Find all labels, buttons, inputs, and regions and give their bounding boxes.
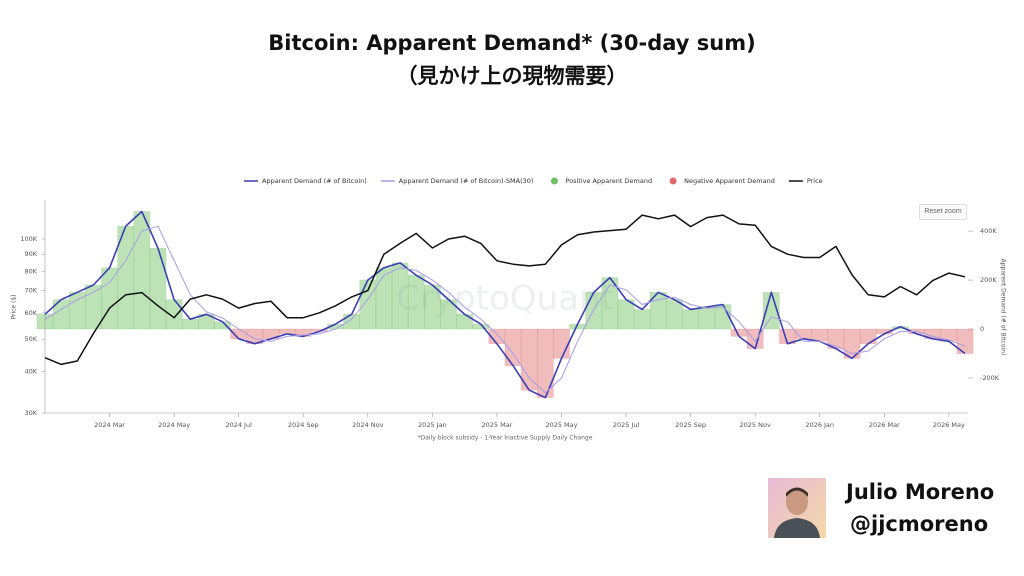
series-line: [44, 214, 966, 366]
x-tick-label: 2024 Jul: [225, 421, 252, 429]
positive-bar: [682, 309, 699, 330]
x-tick-label: 2025 May: [545, 421, 577, 429]
negative-bar: [553, 328, 570, 359]
y-tick-label: 80K: [24, 267, 37, 275]
y-tick-label: 70K: [24, 287, 37, 295]
positive-bar: [633, 309, 651, 330]
x-tick-label: 2024 Mar: [94, 421, 125, 429]
x-tick-label: 2024 Sep: [288, 421, 319, 429]
author-name: Julio Moreno: [846, 480, 995, 504]
y-tick-label: 90K: [24, 250, 37, 258]
positive-bar: [375, 267, 393, 330]
positive-bar: [181, 318, 199, 330]
series-line: [44, 225, 966, 394]
x-tick-label: 2026 Mar: [869, 421, 900, 429]
y2-tick-label: 200K: [980, 276, 997, 284]
negative-bar: [859, 328, 877, 344]
x-tick-label: 2024 Nov: [352, 421, 383, 429]
legend-label: Apparent Demand (# of Bitcoin): [262, 177, 367, 185]
legend-label: Negative Apparent Demand: [684, 177, 775, 185]
series-line: [44, 210, 966, 399]
positive-bar: [585, 292, 603, 330]
positive-bar: [359, 279, 377, 330]
positive-bar: [456, 314, 473, 330]
x-tick-label: 2025 Jan: [418, 421, 447, 429]
x-tick-label: 2025 Mar: [481, 421, 512, 429]
y-tick-label: 30K: [24, 409, 37, 417]
y2-tick-label: 400K: [980, 227, 997, 235]
positive-bar: [85, 284, 102, 330]
y-tick-label: 60K: [24, 309, 37, 317]
legend-label: Apparent Demand (# of Bitcoin)-SMA(30): [399, 177, 534, 185]
y2-tick-label: 0: [980, 325, 984, 333]
positive-bar: [343, 314, 360, 330]
positive-bar: [149, 247, 167, 330]
x-tick-label: 2025 Jul: [613, 421, 640, 429]
author: Julio Moreno @jjcmoreno: [768, 478, 1024, 540]
author-handle: @jjcmoreno: [850, 512, 989, 536]
y2-tick-label: -200K: [980, 374, 1000, 382]
author-photo: [768, 478, 826, 538]
positive-bar: [391, 262, 409, 330]
positive-bar: [617, 299, 635, 330]
x-tick-label: 2026 May: [933, 421, 965, 429]
x-tick-label: 2026 Jan: [805, 421, 834, 429]
legend-label: Price: [807, 177, 823, 185]
positive-bar: [424, 284, 441, 330]
chart-title: Bitcoin: Apparent Demand* (30-day sum): [268, 31, 755, 55]
legend-label: Positive Apparent Demand: [565, 177, 652, 185]
positive-bar: [698, 306, 716, 330]
positive-bar: [68, 292, 86, 330]
x-tick-label: 2025 Sep: [675, 421, 706, 429]
x-tick-label: 2024 May: [158, 421, 190, 429]
y-tick-label: 100K: [20, 235, 37, 243]
reset-zoom-button[interactable]: Reset zoom: [919, 204, 967, 220]
chart-subtitle: （見かけ上の現物需要）: [397, 64, 628, 88]
legend-swatch: [669, 177, 677, 185]
y2-axis-label: Apparent Demand (# of Bitcoin): [1000, 259, 1007, 356]
negative-bar: [940, 328, 958, 342]
chart: Bitcoin: Apparent Demand* (30-day sum) （…: [11, 31, 1007, 442]
positive-bar: [36, 314, 54, 330]
y-tick-label: 40K: [24, 367, 37, 375]
positive-bar: [666, 299, 683, 330]
x-tick-label: 2025 Nov: [740, 421, 771, 429]
legend-swatch: [550, 177, 558, 185]
footnote: *Daily block subsidy - 1-Year Inactive S…: [418, 435, 593, 442]
negative-bar: [956, 328, 974, 354]
y-axis-label: Price ($): [11, 294, 18, 319]
y-tick-label: 50K: [24, 335, 37, 343]
positive-bar: [407, 274, 425, 330]
positive-bar: [101, 267, 118, 330]
negative-bar: [811, 328, 829, 342]
